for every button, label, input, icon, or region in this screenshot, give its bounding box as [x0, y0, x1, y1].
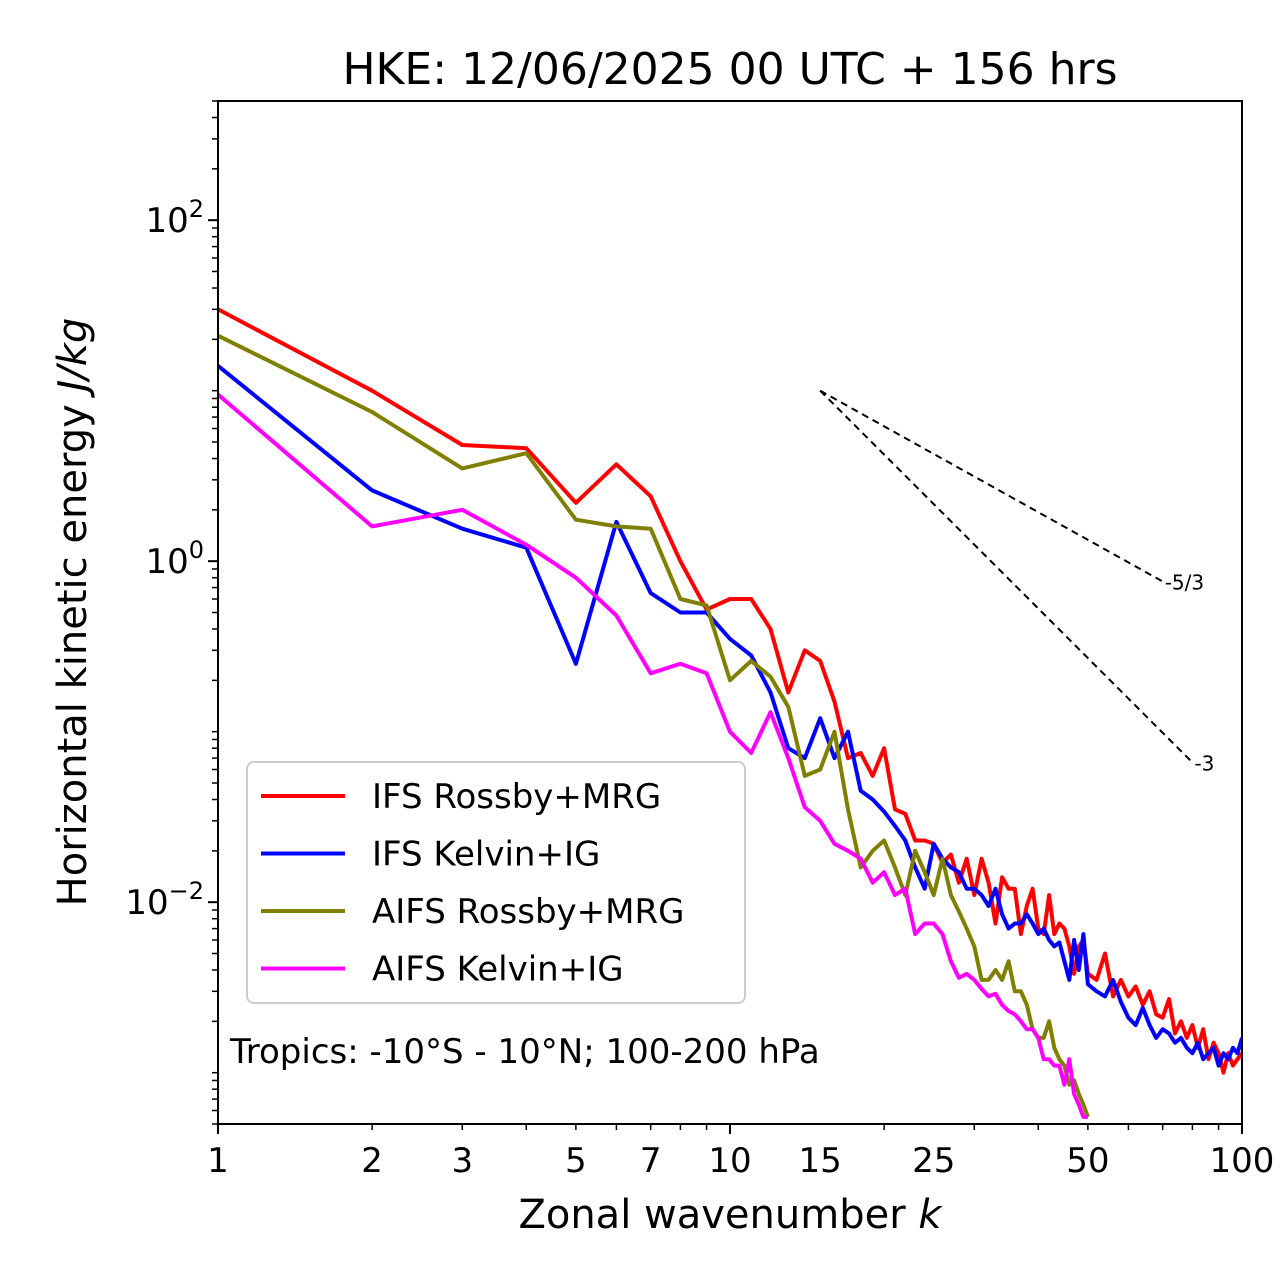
reference-label-slope-3: -3 [1194, 751, 1214, 775]
x-tick-label: 1 [207, 1141, 229, 1181]
legend-label-ifs-rossby-mrg: IFS Rossby+MRG [372, 777, 661, 817]
chart-title: HKE: 12/06/2025 00 UTC + 156 hrs [342, 44, 1117, 95]
y-axis-label: Horizontal kinetic energy J/kg [50, 318, 96, 907]
x-axis-label-text: Zonal wavenumber [518, 1192, 918, 1238]
legend-label-ifs-kelvin-ig: IFS Kelvin+IG [372, 835, 600, 875]
x-tick-label: 50 [1066, 1141, 1109, 1181]
y-tick-label: 100 [145, 536, 204, 582]
y-axis-label-text: Horizontal kinetic energy [50, 392, 96, 907]
legend-label-aifs-kelvin-ig: AIFS Kelvin+IG [372, 950, 624, 990]
region-annotation: Tropics: -10°S - 10°N; 100-200 hPa [229, 1032, 820, 1072]
series-line-ifs-kelvin-ig [218, 364, 1242, 1068]
x-axis-label-symbol: k [918, 1192, 943, 1238]
x-tick-label: 2 [361, 1141, 383, 1181]
series-line-ifs-rossby-mrg [218, 307, 1242, 1075]
x-tick-label: 5 [565, 1141, 587, 1181]
x-tick-label: 25 [912, 1141, 955, 1181]
x-tick-label: 7 [640, 1141, 662, 1181]
x-tick-label: 15 [799, 1141, 842, 1181]
y-tick-label: 10−2 [125, 877, 204, 923]
x-axis-label: Zonal wavenumber k [518, 1192, 943, 1238]
reference-line-slope-5-3 [819, 389, 1164, 583]
series-line-aifs-kelvin-ig [218, 392, 1088, 1119]
reference-line-slope-3 [819, 389, 1194, 764]
series-line-aifs-rossby-mrg [218, 333, 1090, 1118]
legend-label-aifs-rossby-mrg: AIFS Rossby+MRG [372, 892, 684, 932]
legend: IFS Rossby+MRG IFS Kelvin+IG AIFS Rossby+M… [246, 761, 746, 1004]
x-axis-ticks: 1 2 3 5 7 10 15 25 50 100 [207, 1124, 1274, 1181]
x-tick-label: 100 [1210, 1141, 1275, 1181]
series-layer [218, 307, 1242, 1119]
y-axis-label-unit: J/kg [50, 318, 96, 399]
reference-label-slope-5-3: -5/3 [1165, 570, 1204, 594]
reference-slope-lines: -5/3 -3 [819, 389, 1214, 775]
y-axis-ticks: 102 100 10−2 [125, 100, 218, 1125]
y-tick-label: 102 [145, 195, 204, 241]
legend-box [246, 761, 746, 1004]
x-tick-label: 10 [708, 1141, 751, 1181]
x-tick-label: 3 [451, 1141, 473, 1181]
